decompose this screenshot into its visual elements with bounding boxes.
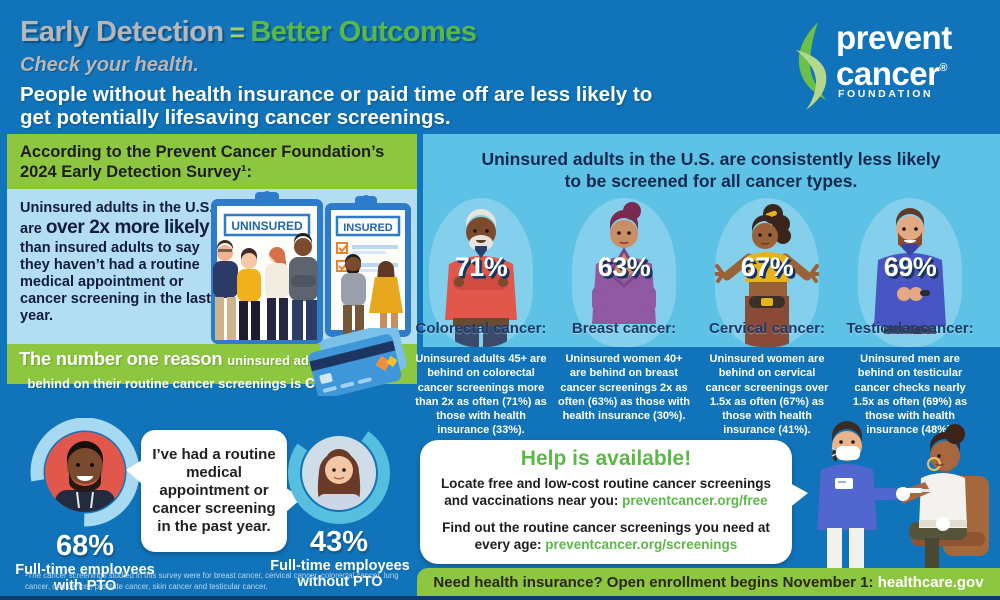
footnote: ¹The cancer screenings studied in this s… — [25, 571, 399, 591]
woman-yellow-top-illustration — [715, 204, 819, 347]
older-man-red-jacket-illustration — [445, 209, 517, 347]
bottom-edge-strip — [0, 596, 1000, 600]
survey-claim-text: Uninsured adults in the U.S. are over 2x… — [20, 200, 214, 324]
cervical-label: Cervical cancer: — [709, 320, 825, 337]
logo-foundation-label: FOUNDATION — [838, 88, 934, 100]
subheading: People without health insurance or paid … — [20, 83, 653, 129]
without-pto-label: Full-time employees without PTO — [270, 558, 410, 591]
help-line-screenings: Find out the routine cancer screenings y… — [442, 520, 770, 552]
breast-description: Uninsured women 40+ are behind on breast… — [557, 353, 691, 423]
help-title: Help is available! — [520, 447, 692, 470]
registered-mark: ® — [939, 62, 948, 74]
breast-percent: 63% — [597, 252, 651, 282]
insured-checklist — [336, 242, 398, 272]
testicular-person-oval — [858, 198, 962, 347]
healthcare-gov-link[interactable]: healthcare.gov — [877, 574, 984, 591]
credit-cards-illustration — [308, 328, 407, 396]
with-pto-label: Full-time employees with PTO — [15, 562, 155, 595]
nurse — [817, 421, 931, 568]
prevent-cancer-foundation-logo: prevent cancer® FOUNDATION — [788, 20, 988, 116]
without-pto-percent: 43% — [309, 526, 369, 558]
survey-heading-banner: According to the Prevent Cancer Foundati… — [7, 134, 417, 189]
testicular-label: Testicular cancer: — [846, 320, 974, 337]
page-title: Early Detection = Better Outcomes — [20, 16, 477, 49]
breast-person-oval — [572, 198, 676, 347]
screening-panel-heading: Uninsured adults in the U.S. are consist… — [481, 149, 941, 191]
employee-with-pto-avatar — [30, 418, 140, 527]
insured-people — [341, 254, 403, 338]
page-title-better-outcomes: Better Outcomes — [250, 16, 477, 48]
pto-quote-bubble: I’ve had a routine medical appointment o… — [126, 430, 302, 552]
colorectal-person-oval — [429, 198, 533, 347]
uninsured-label: UNINSURED — [231, 219, 303, 233]
help-line-free: Locate free and low-cost routine cancer … — [440, 476, 772, 508]
tagline: Check your health. — [20, 54, 199, 76]
survey-claim-panel: Uninsured adults in the U.S. are over 2x… — [7, 189, 417, 344]
vaccination-illustration — [817, 421, 989, 568]
cervical-person-oval — [715, 198, 819, 347]
help-bubble: Help is available! Locate free and low-c… — [420, 440, 808, 564]
pto-quote-text: I’ve had a routine medical appointment o… — [152, 446, 276, 535]
with-pto-percent: 68% — [55, 530, 115, 562]
testicular-description: Uninsured men are behind on testicular c… — [852, 353, 968, 437]
testicular-percent: 69% — [883, 252, 937, 282]
colorectal-description: Uninsured adults 45+ are behind on color… — [415, 353, 547, 437]
preventcancer-free-link[interactable]: preventcancer.org/free — [622, 492, 768, 508]
bubble-tail-left — [126, 460, 142, 484]
man-blue-shirt-illustration — [874, 208, 946, 334]
cervical-description: Uninsured women are behind on cervical c… — [705, 353, 829, 437]
equals-sign: = — [229, 17, 245, 47]
ribbon-icon — [796, 22, 827, 110]
employee-without-pto-avatar — [288, 422, 390, 524]
uninsured-people — [213, 233, 318, 340]
colorectal-label: Colorectal cancer: — [415, 320, 547, 337]
insured-label: INSURED — [343, 222, 393, 234]
colorectal-percent: 71% — [454, 252, 508, 282]
preventcancer-screenings-link[interactable]: preventcancer.org/screenings — [545, 536, 738, 552]
logo-wordmark: prevent cancer® — [836, 19, 952, 92]
help-bubble-tail — [788, 482, 808, 509]
claim-highlight: over 2x more likely — [45, 217, 210, 239]
breast-label: Breast cancer: — [571, 320, 677, 337]
uninsured-insured-clipboards-illustration: UNINSURED INSURED — [211, 191, 411, 344]
open-enrollment-banner: Need health insurance? Open enrollment b… — [417, 568, 1000, 597]
page-title-early-detection: Early Detection — [20, 16, 224, 48]
screening-stats-panel: Uninsured adults in the U.S. are consist… — [416, 134, 1000, 347]
cervical-percent: 67% — [740, 252, 794, 282]
woman-purple-top-illustration — [592, 202, 656, 324]
